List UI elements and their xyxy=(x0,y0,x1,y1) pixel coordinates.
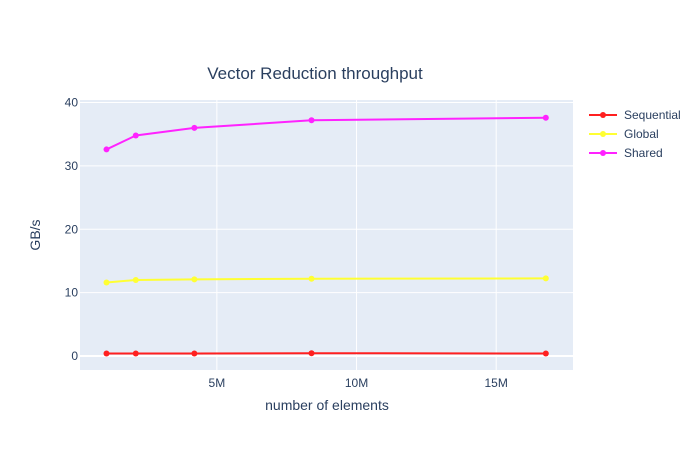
x-tick-label: 10M xyxy=(345,376,368,390)
y-axis-ticks: 0 10 20 30 40 xyxy=(65,96,79,364)
x-tick-label: 5M xyxy=(209,376,226,390)
x-tick-label: 15M xyxy=(485,376,508,390)
data-point[interactable] xyxy=(308,350,315,357)
data-point[interactable] xyxy=(191,350,198,357)
data-point[interactable] xyxy=(308,275,315,282)
data-point[interactable] xyxy=(132,132,139,139)
legend-marker xyxy=(600,150,606,156)
data-point[interactable] xyxy=(191,124,198,131)
data-point[interactable] xyxy=(132,277,139,283)
data-point[interactable] xyxy=(191,276,198,283)
data-point[interactable] xyxy=(103,350,110,357)
legend-label: Sequential xyxy=(624,108,681,122)
plot-area xyxy=(80,100,573,370)
chart-title: Vector Reduction throughput xyxy=(207,64,423,83)
data-point[interactable] xyxy=(132,350,139,357)
series-sequential xyxy=(103,350,549,357)
legend-marker xyxy=(600,131,606,137)
legend[interactable]: Sequential Global Shared xyxy=(589,108,681,160)
x-axis-ticks: 5M 10M 15M xyxy=(209,376,508,390)
x-axis-title: number of elements xyxy=(265,397,389,413)
series-global xyxy=(103,275,549,286)
grid-lines xyxy=(80,100,573,370)
legend-item-sequential[interactable]: Sequential xyxy=(589,108,681,122)
legend-label: Global xyxy=(624,127,659,141)
y-axis-title: GB/s xyxy=(27,219,43,250)
y-tick-label: 40 xyxy=(65,96,79,110)
series-shared xyxy=(103,114,549,153)
legend-label: Shared xyxy=(624,146,663,160)
y-tick-label: 30 xyxy=(65,159,79,173)
y-tick-label: 0 xyxy=(71,349,78,363)
data-point[interactable] xyxy=(308,117,315,124)
y-tick-label: 20 xyxy=(65,222,79,236)
y-tick-label: 10 xyxy=(65,286,79,300)
data-point[interactable] xyxy=(542,350,549,357)
series-group xyxy=(103,114,549,357)
data-point[interactable] xyxy=(103,146,110,153)
legend-item-global[interactable]: Global xyxy=(589,127,659,141)
data-point[interactable] xyxy=(542,275,549,282)
data-point[interactable] xyxy=(103,279,110,286)
data-point[interactable] xyxy=(542,114,549,121)
legend-item-shared[interactable]: Shared xyxy=(589,146,663,160)
legend-marker xyxy=(600,112,606,118)
